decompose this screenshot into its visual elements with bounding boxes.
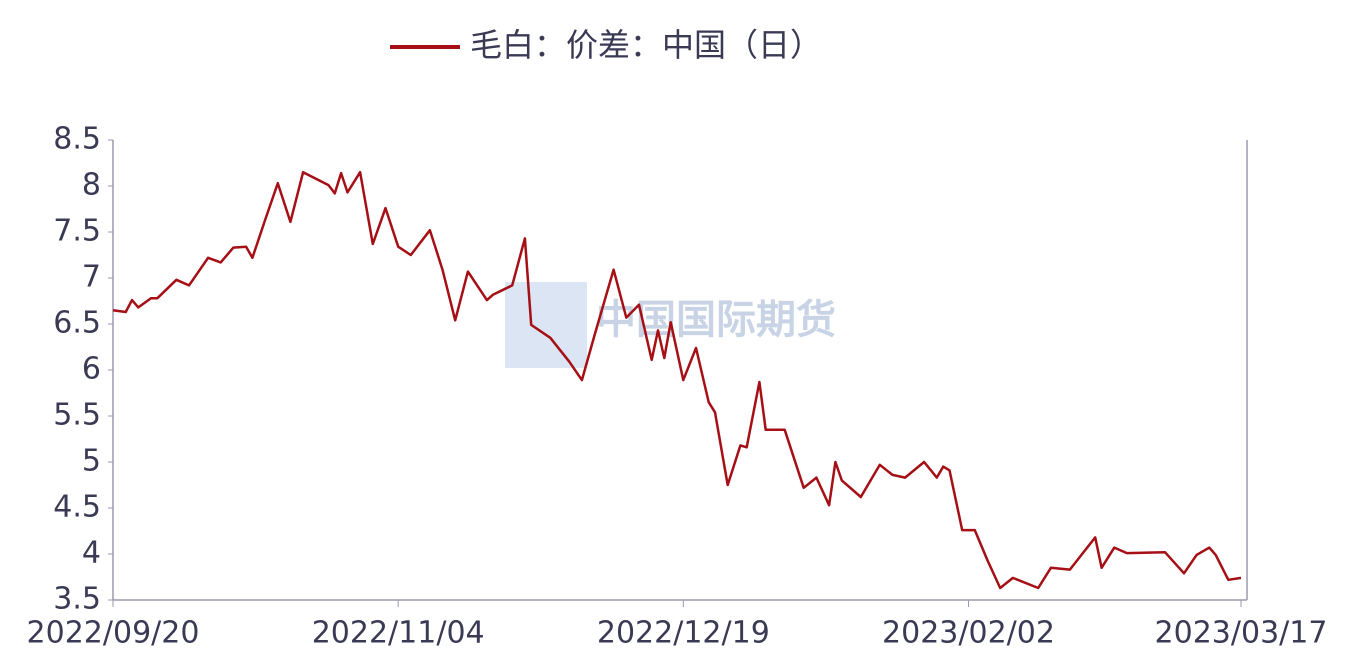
x-tick-label: 2022/12/19 xyxy=(597,616,770,651)
watermark: 中国国际期货 xyxy=(596,297,836,343)
x-tick-label: 2023/03/17 xyxy=(1155,616,1328,651)
x-tick-label: 2022/11/04 xyxy=(312,616,485,651)
y-tick-label: 8 xyxy=(82,168,101,203)
data-line xyxy=(112,170,1242,590)
y-tick-label: 3.5 xyxy=(53,582,101,617)
y-tick-label: 6 xyxy=(82,352,101,387)
legend-label: 毛白：价差：中国（日） xyxy=(470,26,822,64)
y-tick-label: 8.5 xyxy=(53,122,101,157)
x-tick-label: 2023/02/02 xyxy=(882,616,1055,651)
y-tick-label: 7 xyxy=(82,260,101,295)
y-tick-label: 4 xyxy=(82,536,101,571)
y-tick-label: 4.5 xyxy=(53,490,101,525)
y-tick-label: 5 xyxy=(82,444,101,479)
y-tick-label: 6.5 xyxy=(53,306,101,341)
y-tick-label: 5.5 xyxy=(53,398,101,433)
y-tick-label: 7.5 xyxy=(53,214,101,249)
x-tick-label: 2022/09/20 xyxy=(27,616,200,651)
watermark-logo xyxy=(505,282,587,368)
